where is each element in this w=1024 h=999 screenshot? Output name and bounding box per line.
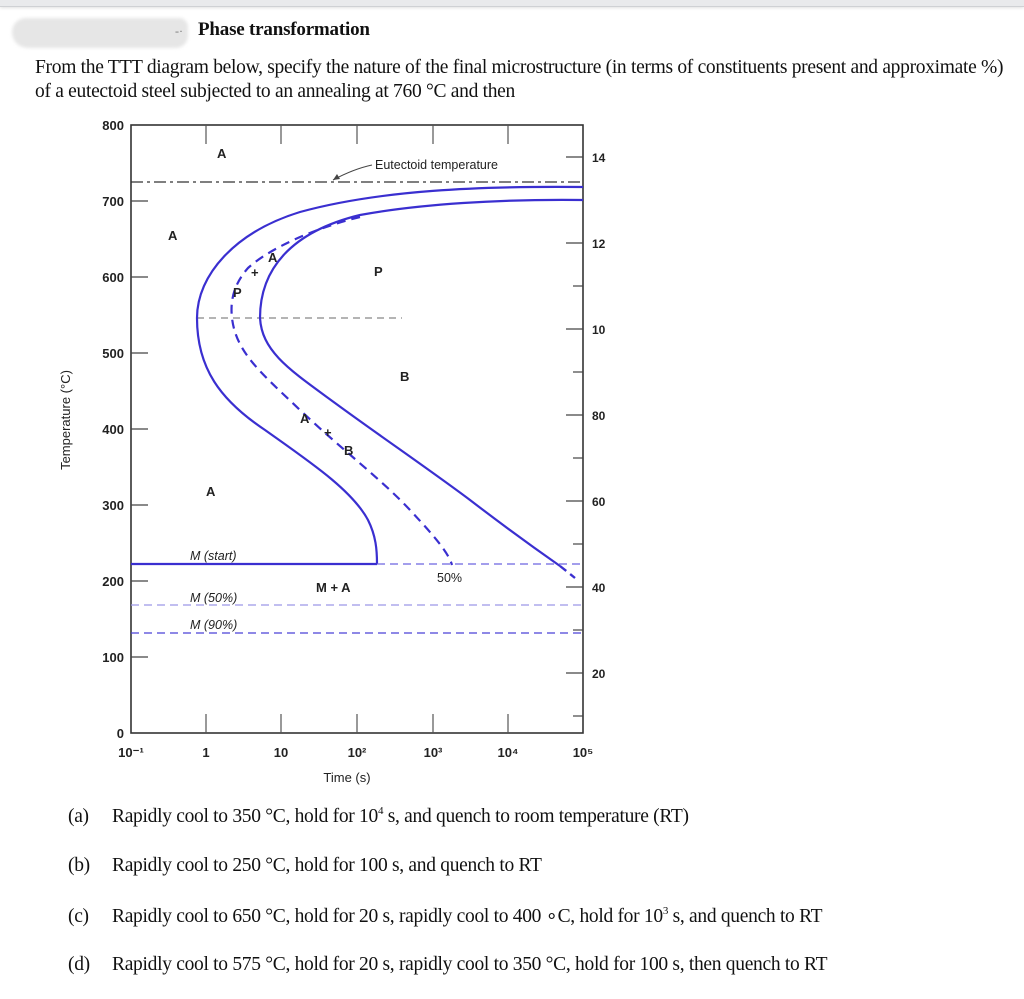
- fifty-percent-curve: [230, 215, 454, 566]
- svg-text:20: 20: [592, 667, 606, 681]
- question-item-c: (c) Rapidly cool to 650 °C, hold for 20 s…: [68, 905, 823, 928]
- eutectoid-label: Eutectoid temperature: [375, 158, 498, 172]
- svg-text:300: 300: [102, 498, 124, 513]
- svg-text:60: 60: [592, 495, 606, 509]
- question-item-b: (b) Rapidly cool to 250 °C, hold for 100 …: [68, 855, 542, 876]
- svg-text:A: A: [168, 228, 178, 243]
- finish-curve-extension: [559, 565, 576, 579]
- svg-text:+: +: [251, 265, 259, 280]
- svg-text:200: 200: [102, 574, 124, 589]
- svg-text:10²: 10²: [348, 745, 367, 760]
- svg-text:A: A: [206, 484, 216, 499]
- svg-text:M (90%): M (90%): [190, 618, 237, 632]
- question-item-a: (a) Rapidly cool to 350 °C, hold for 104 …: [68, 805, 689, 828]
- browser-top-bar: [0, 0, 1024, 7]
- region-labels: A A A P B P + A A + B M + A: [168, 146, 409, 595]
- svg-text:40: 40: [592, 581, 606, 595]
- svg-text:400: 400: [102, 422, 124, 437]
- svg-text:A: A: [268, 250, 278, 265]
- svg-text:M (50%): M (50%): [190, 591, 237, 605]
- svg-text:1: 1: [202, 745, 209, 760]
- svg-text:800: 800: [102, 118, 124, 133]
- svg-text:A: A: [217, 146, 227, 161]
- svg-text:500: 500: [102, 346, 124, 361]
- svg-text:A: A: [300, 411, 310, 426]
- finish-curve: [258, 198, 584, 567]
- svg-text:P: P: [233, 285, 242, 300]
- svg-text:P: P: [374, 264, 383, 279]
- svg-text:10⁴: 10⁴: [498, 745, 519, 760]
- y-axis-ticks: [131, 200, 148, 658]
- svg-text:10⁻¹: 10⁻¹: [118, 745, 144, 760]
- svg-text:M (start): M (start): [190, 549, 237, 563]
- svg-text:600: 600: [102, 270, 124, 285]
- martensite-labels: M (start) M (50%) M (90%) 50%: [190, 549, 462, 632]
- svg-text:B: B: [400, 369, 409, 384]
- ttt-diagram: 800 700 600 500 400 300 200 100 0 14 12 …: [58, 118, 606, 785]
- x-axis-label: Time (s): [323, 770, 370, 785]
- question-label: (a): [68, 806, 89, 827]
- svg-text:700: 700: [102, 194, 124, 209]
- svg-text:10³: 10³: [424, 745, 443, 760]
- arrow-head-icon: [333, 174, 340, 180]
- right-partial-labels: 14 12 10 80 60 40 20: [592, 151, 606, 681]
- y-axis-label: Temperature (°C): [58, 370, 73, 470]
- top-axis-ticks: [205, 125, 509, 144]
- right-axis-ticks: [566, 156, 583, 717]
- question-intro: From the TTT diagram below, specify the …: [35, 57, 1004, 102]
- page-title: Phase transformation: [198, 19, 370, 40]
- y-tick-labels: 800 700 600 500 400 300 200 100 0: [102, 118, 124, 741]
- svg-text:B: B: [344, 443, 353, 458]
- svg-text:80: 80: [592, 409, 606, 423]
- question-label: (c): [68, 906, 89, 927]
- svg-text:14: 14: [592, 151, 606, 165]
- question-label: (b): [68, 855, 90, 876]
- svg-text:12: 12: [592, 237, 606, 251]
- start-curve: [195, 185, 584, 565]
- svg-text:+: +: [324, 425, 332, 440]
- svg-text:10: 10: [274, 745, 288, 760]
- question-label: (d): [68, 954, 90, 975]
- svg-text:50%: 50%: [437, 571, 462, 585]
- svg-text:10: 10: [592, 323, 606, 337]
- title-bullet: -·: [175, 24, 183, 38]
- redacted-text: [12, 18, 188, 48]
- x-axis-ticks: [205, 714, 509, 733]
- x-tick-labels: 10⁻¹ 1 10 10² 10³ 10⁴ 10⁵: [118, 745, 593, 760]
- svg-text:10⁵: 10⁵: [573, 745, 594, 760]
- question-item-d: (d) Rapidly cool to 575 °C, hold for 20 s…: [68, 954, 828, 975]
- svg-text:M + A: M + A: [316, 580, 351, 595]
- svg-text:100: 100: [102, 650, 124, 665]
- svg-text:0: 0: [117, 726, 124, 741]
